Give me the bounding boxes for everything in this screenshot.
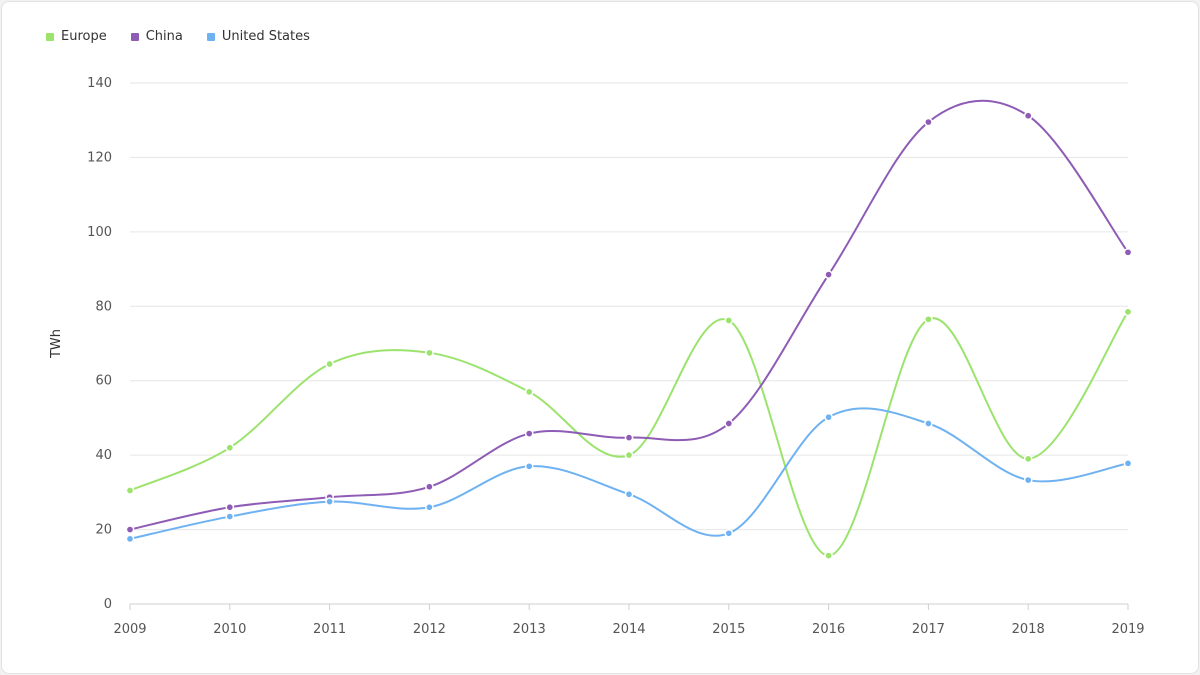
data-point-europe[interactable] <box>425 348 434 358</box>
grid <box>130 82 1128 531</box>
data-point-europe[interactable] <box>125 486 135 495</box>
series-line-china <box>129 99 1129 531</box>
data-point-united-states[interactable] <box>924 419 933 428</box>
data-point-china[interactable] <box>724 419 734 428</box>
y-tick-label: 60 <box>95 374 112 389</box>
legend-swatch-united-states <box>206 32 215 41</box>
legend-label-united-states: United States <box>221 29 310 44</box>
x-tick-label: 2019 <box>1111 622 1144 637</box>
legend-swatch-europe <box>46 32 54 41</box>
y-tick-label: 0 <box>104 597 112 612</box>
y-tick-label: 40 <box>95 448 112 463</box>
x-tick-label: 2016 <box>812 622 845 637</box>
x-tick-label: 2018 <box>1012 622 1045 637</box>
data-point-united-states[interactable] <box>1023 475 1033 485</box>
data-point-china[interactable] <box>125 525 135 534</box>
data-point-china[interactable] <box>824 270 833 280</box>
legend-item-europe[interactable]: Europe <box>46 29 107 44</box>
x-tick-label: 2012 <box>413 622 446 637</box>
x-tick-label: 2015 <box>712 622 745 637</box>
y-tick-label: 140 <box>87 76 112 91</box>
x-tick-label: 2011 <box>313 622 346 637</box>
x-tick-label: 2010 <box>213 622 246 637</box>
data-point-united-states[interactable] <box>824 412 833 422</box>
data-point-united-states[interactable] <box>624 489 634 499</box>
y-tick-label: 100 <box>87 225 112 240</box>
data-point-europe[interactable] <box>524 387 534 397</box>
data-point-china[interactable] <box>425 482 434 492</box>
legend-swatch-china <box>130 32 139 41</box>
data-point-united-states[interactable] <box>1123 458 1133 468</box>
series-lines <box>129 99 1129 557</box>
series-line-united-states <box>129 407 1129 540</box>
legend-item-china[interactable]: China <box>130 29 183 44</box>
data-point-united-states[interactable] <box>325 497 334 507</box>
data-point-europe[interactable] <box>924 314 933 324</box>
data-point-united-states[interactable] <box>225 512 235 521</box>
data-point-china[interactable] <box>1023 111 1033 121</box>
data-point-united-states[interactable] <box>125 534 135 544</box>
y-tick-label: 120 <box>87 150 112 165</box>
data-point-europe[interactable] <box>724 316 734 325</box>
x-tick-label: 2009 <box>113 622 146 637</box>
y-tick-label: 20 <box>95 523 112 538</box>
data-point-china[interactable] <box>1123 247 1133 257</box>
legend-label-china: China <box>145 29 183 44</box>
x-tick-label: 2014 <box>612 622 645 637</box>
y-tick-label: 80 <box>95 299 112 314</box>
data-point-united-states[interactable] <box>425 502 434 512</box>
y-axis-label: TWh <box>49 329 64 359</box>
data-point-china[interactable] <box>225 502 235 512</box>
legend-label-europe: Europe <box>61 29 107 44</box>
y-axis: 0 20 40 60 80 100 120 140 <box>87 76 112 612</box>
data-point-china[interactable] <box>624 433 634 443</box>
data-point-europe[interactable] <box>1123 307 1133 317</box>
x-axis: 2009 2010 2011 2012 2013 2014 2015 2016 2017 2018… <box>113 603 1145 637</box>
data-point-united-states[interactable] <box>724 528 734 538</box>
series-points <box>125 111 1133 560</box>
data-point-europe[interactable] <box>1023 454 1033 464</box>
x-tick-label: 2017 <box>912 622 945 637</box>
data-point-europe[interactable] <box>225 443 235 453</box>
legend-item-united-states[interactable]: United States <box>206 29 310 44</box>
legend: Europe China United States <box>46 29 310 44</box>
data-point-china[interactable] <box>924 117 933 127</box>
data-point-europe[interactable] <box>824 551 833 560</box>
data-point-china[interactable] <box>524 429 534 438</box>
data-point-europe[interactable] <box>325 359 334 369</box>
x-tick-label: 2013 <box>513 622 546 637</box>
data-point-europe[interactable] <box>624 450 634 460</box>
data-point-united-states[interactable] <box>524 461 534 471</box>
